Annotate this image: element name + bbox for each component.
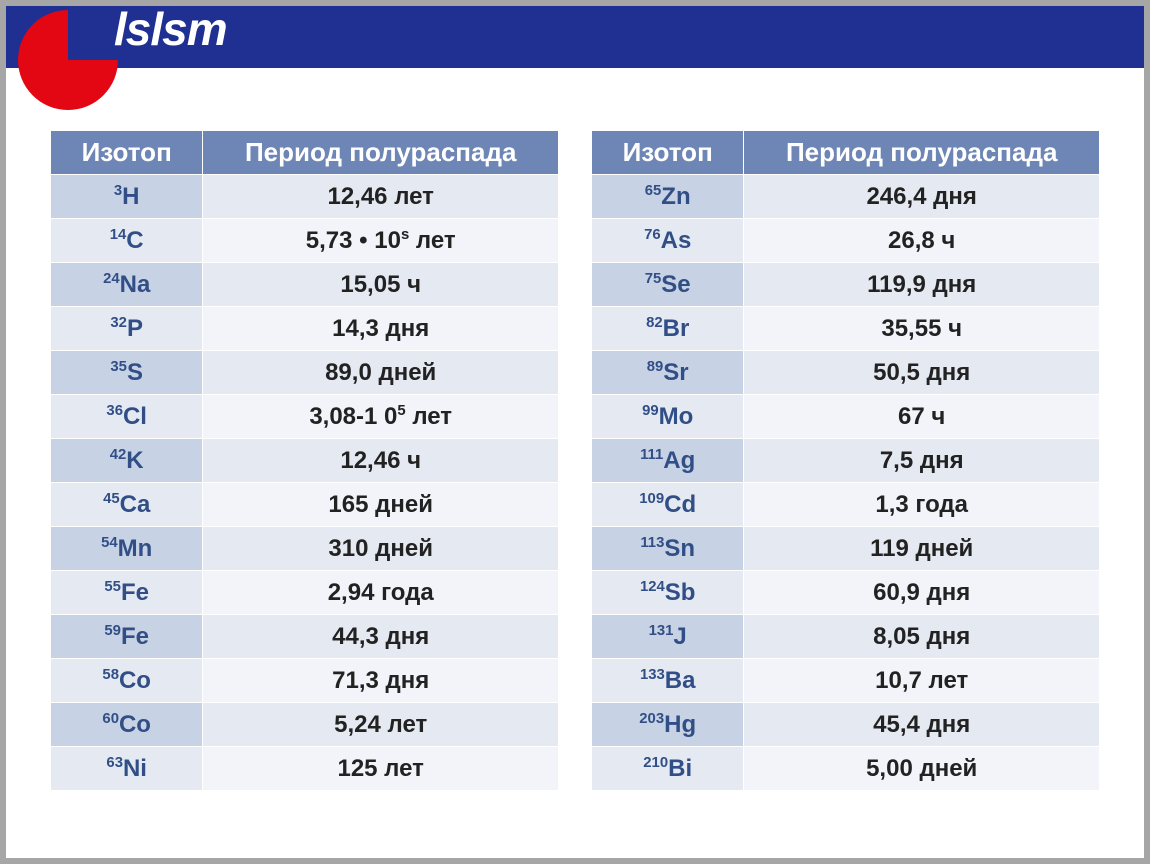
cell-halflife: 5,00 дней: [744, 747, 1100, 791]
cell-halflife: 71,3 дня: [203, 659, 559, 703]
table-row: 32P14,3 дня: [51, 307, 559, 351]
cell-isotope: 75Se: [592, 263, 744, 307]
table-row: 42K12,46 ч: [51, 439, 559, 483]
table-row: 3H12,46 лет: [51, 175, 559, 219]
cell-isotope: 99Mo: [592, 395, 744, 439]
th-halflife: Период полураспада: [203, 131, 559, 175]
cell-isotope: 76As: [592, 219, 744, 263]
table-row: 89Sr50,5 дня: [592, 351, 1100, 395]
right-tbody: 65Zn246,4 дня76As26,8 ч75Se119,9 дня82Br…: [592, 175, 1100, 791]
cell-halflife: 12,46 ч: [203, 439, 559, 483]
cell-isotope: 54Mn: [51, 527, 203, 571]
left-tbody: 3H12,46 лет14C5,73 • 10s лет24Na15,05 ч3…: [51, 175, 559, 791]
cell-halflife: 119,9 дня: [744, 263, 1100, 307]
table-row: 54Mn310 дней: [51, 527, 559, 571]
cell-isotope: 131J: [592, 615, 744, 659]
table-row: 131J8,05 дня: [592, 615, 1100, 659]
cell-isotope: 111Ag: [592, 439, 744, 483]
cell-halflife: 45,4 дня: [744, 703, 1100, 747]
logo: lslsm: [18, 0, 198, 110]
cell-isotope: 133Ba: [592, 659, 744, 703]
table-row: 36Cl3,08-1 05 лет: [51, 395, 559, 439]
cell-halflife: 119 дней: [744, 527, 1100, 571]
cell-halflife: 3,08-1 05 лет: [203, 395, 559, 439]
table-row: 76As26,8 ч: [592, 219, 1100, 263]
logo-text: lslsm: [114, 2, 227, 56]
cell-halflife: 8,05 дня: [744, 615, 1100, 659]
cell-isotope: 45Ca: [51, 483, 203, 527]
table-row: 113Sn119 дней: [592, 527, 1100, 571]
cell-isotope: 210Bi: [592, 747, 744, 791]
cell-halflife: 35,55 ч: [744, 307, 1100, 351]
th-isotope: Изотоп: [592, 131, 744, 175]
cell-isotope: 63Ni: [51, 747, 203, 791]
right-table: Изотоп Период полураспада 65Zn246,4 дня7…: [591, 130, 1100, 791]
table-row: 45Ca165 дней: [51, 483, 559, 527]
cell-halflife: 7,5 дня: [744, 439, 1100, 483]
cell-isotope: 3H: [51, 175, 203, 219]
cell-halflife: 310 дней: [203, 527, 559, 571]
cell-isotope: 36Cl: [51, 395, 203, 439]
table-row: 59Fe44,3 дня: [51, 615, 559, 659]
cell-isotope: 109Cd: [592, 483, 744, 527]
cell-isotope: 32P: [51, 307, 203, 351]
cell-halflife: 246,4 дня: [744, 175, 1100, 219]
cell-isotope: 82Br: [592, 307, 744, 351]
right-table-wrap: Изотоп Период полураспада 65Zn246,4 дня7…: [591, 130, 1100, 791]
cell-isotope: 35S: [51, 351, 203, 395]
left-table-wrap: Изотоп Период полураспада 3H12,46 лет14C…: [50, 130, 559, 791]
cell-halflife: 50,5 дня: [744, 351, 1100, 395]
table-row: 63Ni125 лет: [51, 747, 559, 791]
cell-halflife: 10,7 лет: [744, 659, 1100, 703]
table-row: 82Br35,55 ч: [592, 307, 1100, 351]
left-table: Изотоп Период полураспада 3H12,46 лет14C…: [50, 130, 559, 791]
cell-halflife: 67 ч: [744, 395, 1100, 439]
cell-isotope: 55Fe: [51, 571, 203, 615]
logo-notch: [68, 10, 118, 60]
cell-halflife: 2,94 года: [203, 571, 559, 615]
content-area: Изотоп Период полураспада 3H12,46 лет14C…: [50, 130, 1100, 791]
cell-isotope: 113Sn: [592, 527, 744, 571]
table-row: 124Sb60,9 дня: [592, 571, 1100, 615]
cell-halflife: 12,46 лет: [203, 175, 559, 219]
table-row: 109Cd1,3 года: [592, 483, 1100, 527]
cell-isotope: 60Co: [51, 703, 203, 747]
table-row: 24Na15,05 ч: [51, 263, 559, 307]
cell-isotope: 65Zn: [592, 175, 744, 219]
cell-halflife: 44,3 дня: [203, 615, 559, 659]
table-row: 35S89,0 дней: [51, 351, 559, 395]
cell-halflife: 89,0 дней: [203, 351, 559, 395]
table-row: 111Ag7,5 дня: [592, 439, 1100, 483]
cell-halflife: 5,73 • 10s лет: [203, 219, 559, 263]
cell-halflife: 165 дней: [203, 483, 559, 527]
cell-halflife: 14,3 дня: [203, 307, 559, 351]
cell-halflife: 125 лет: [203, 747, 559, 791]
th-halflife: Период полураспада: [744, 131, 1100, 175]
cell-isotope: 124Sb: [592, 571, 744, 615]
cell-isotope: 59Fe: [51, 615, 203, 659]
table-row: 75Se119,9 дня: [592, 263, 1100, 307]
cell-isotope: 42K: [51, 439, 203, 483]
table-row: 99Mo67 ч: [592, 395, 1100, 439]
cell-isotope: 58Co: [51, 659, 203, 703]
cell-halflife: 5,24 лет: [203, 703, 559, 747]
table-row: 55Fe2,94 года: [51, 571, 559, 615]
cell-halflife: 1,3 года: [744, 483, 1100, 527]
cell-isotope: 203Hg: [592, 703, 744, 747]
th-isotope: Изотоп: [51, 131, 203, 175]
table-row: 58Co71,3 дня: [51, 659, 559, 703]
table-row: 203Hg45,4 дня: [592, 703, 1100, 747]
cell-halflife: 60,9 дня: [744, 571, 1100, 615]
cell-isotope: 89Sr: [592, 351, 744, 395]
table-row: 14C5,73 • 10s лет: [51, 219, 559, 263]
cell-halflife: 26,8 ч: [744, 219, 1100, 263]
cell-isotope: 14C: [51, 219, 203, 263]
cell-isotope: 24Na: [51, 263, 203, 307]
cell-halflife: 15,05 ч: [203, 263, 559, 307]
table-row: 210Bi5,00 дней: [592, 747, 1100, 791]
table-row: 60Co5,24 лет: [51, 703, 559, 747]
table-row: 65Zn246,4 дня: [592, 175, 1100, 219]
table-row: 133Ba10,7 лет: [592, 659, 1100, 703]
